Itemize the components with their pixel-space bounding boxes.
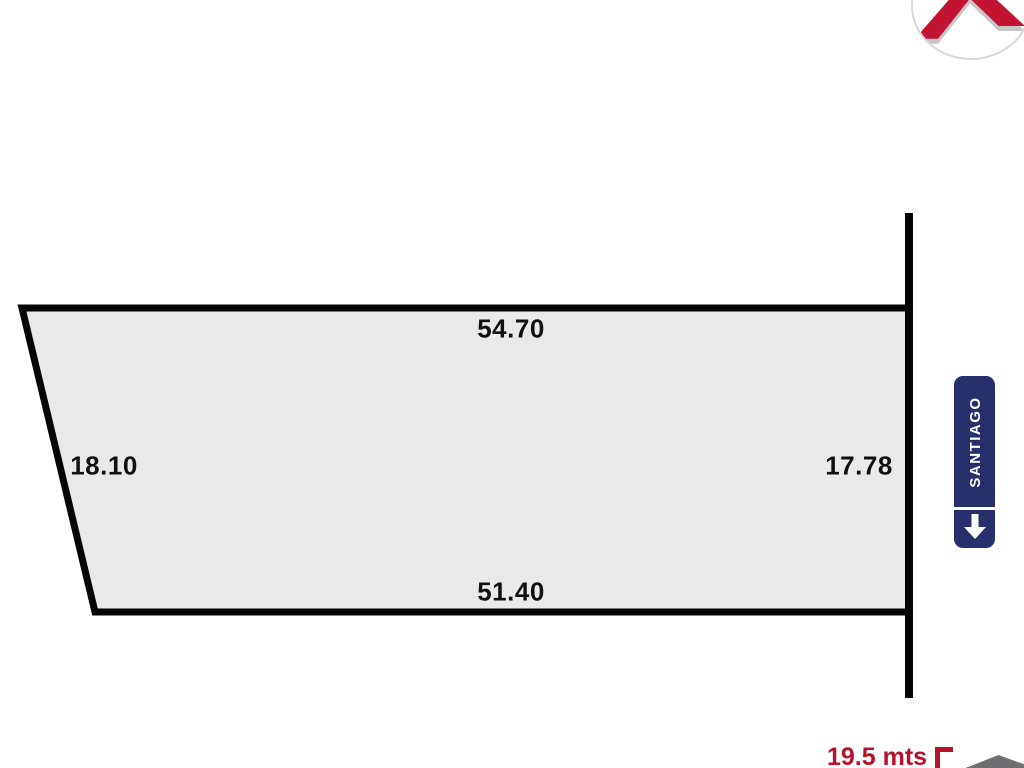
arrow-down-icon bbox=[963, 514, 986, 540]
dimension-bottom: 51.40 bbox=[477, 576, 545, 607]
dimension-left: 18.10 bbox=[70, 450, 138, 481]
arrow-head bbox=[963, 527, 986, 539]
arrow-stem bbox=[971, 514, 978, 528]
street-sign: SANTIAGO bbox=[954, 376, 995, 548]
street-sign-divider bbox=[954, 507, 995, 510]
frontage-note: 19.5 mts bbox=[827, 743, 954, 768]
street-name-label: SANTIAGO bbox=[966, 396, 983, 488]
lot-polygon bbox=[17, 304, 913, 616]
dimension-top: 54.70 bbox=[477, 313, 545, 344]
street-sign-text-wrap: SANTIAGO bbox=[965, 377, 985, 507]
realtor-logo-oval bbox=[911, 0, 1024, 60]
corner-bracket-icon bbox=[935, 747, 954, 768]
logo-roof-chevron-icon bbox=[915, 0, 1024, 39]
frontage-label: 19.5 mts bbox=[827, 743, 928, 768]
dimension-right: 17.78 bbox=[825, 450, 893, 481]
